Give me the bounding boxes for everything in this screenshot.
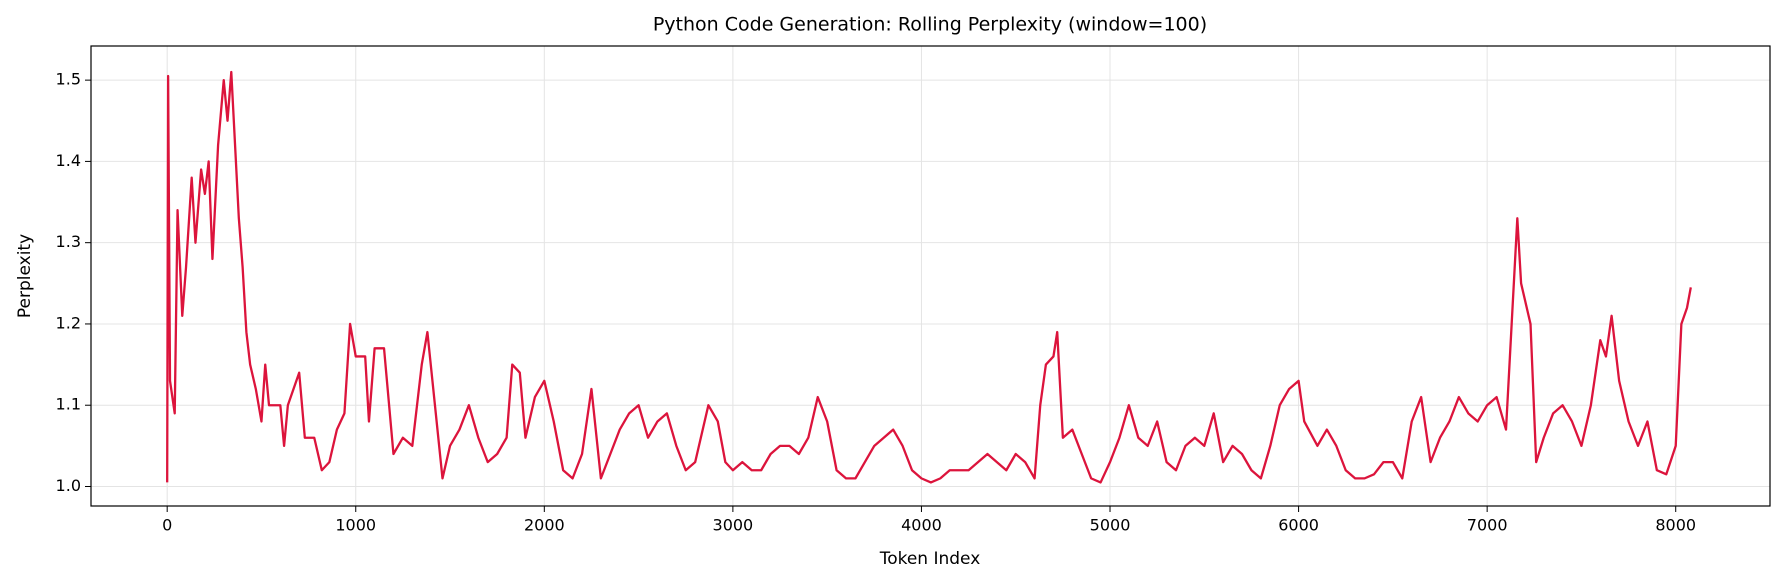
- x-tick-label: 6000: [1278, 516, 1319, 535]
- y-tick-label: 1.1: [56, 395, 81, 414]
- x-tick-label: 3000: [713, 516, 754, 535]
- x-tick-label: 2000: [524, 516, 565, 535]
- x-tick-label: 7000: [1467, 516, 1508, 535]
- x-tick-label: 4000: [901, 516, 942, 535]
- y-tick-label: 1.2: [56, 313, 81, 332]
- y-tick-label: 1.0: [56, 476, 81, 495]
- data-line: [166, 70, 1692, 484]
- y-tick-label: 1.3: [56, 232, 81, 251]
- x-tick-label: 0: [162, 516, 172, 535]
- plot-frame: [90, 45, 1771, 507]
- y-axis-label: Perplexity: [15, 234, 35, 318]
- x-tick-label: 1000: [335, 516, 376, 535]
- x-tick-label: 5000: [1090, 516, 1131, 535]
- x-tick-label: 8000: [1655, 516, 1696, 535]
- chart-title: Python Code Generation: Rolling Perplexi…: [653, 14, 1207, 36]
- y-tick-label: 1.4: [56, 151, 81, 170]
- x-axis-label: Token Index: [879, 549, 981, 569]
- y-tick-label: 1.5: [56, 70, 81, 89]
